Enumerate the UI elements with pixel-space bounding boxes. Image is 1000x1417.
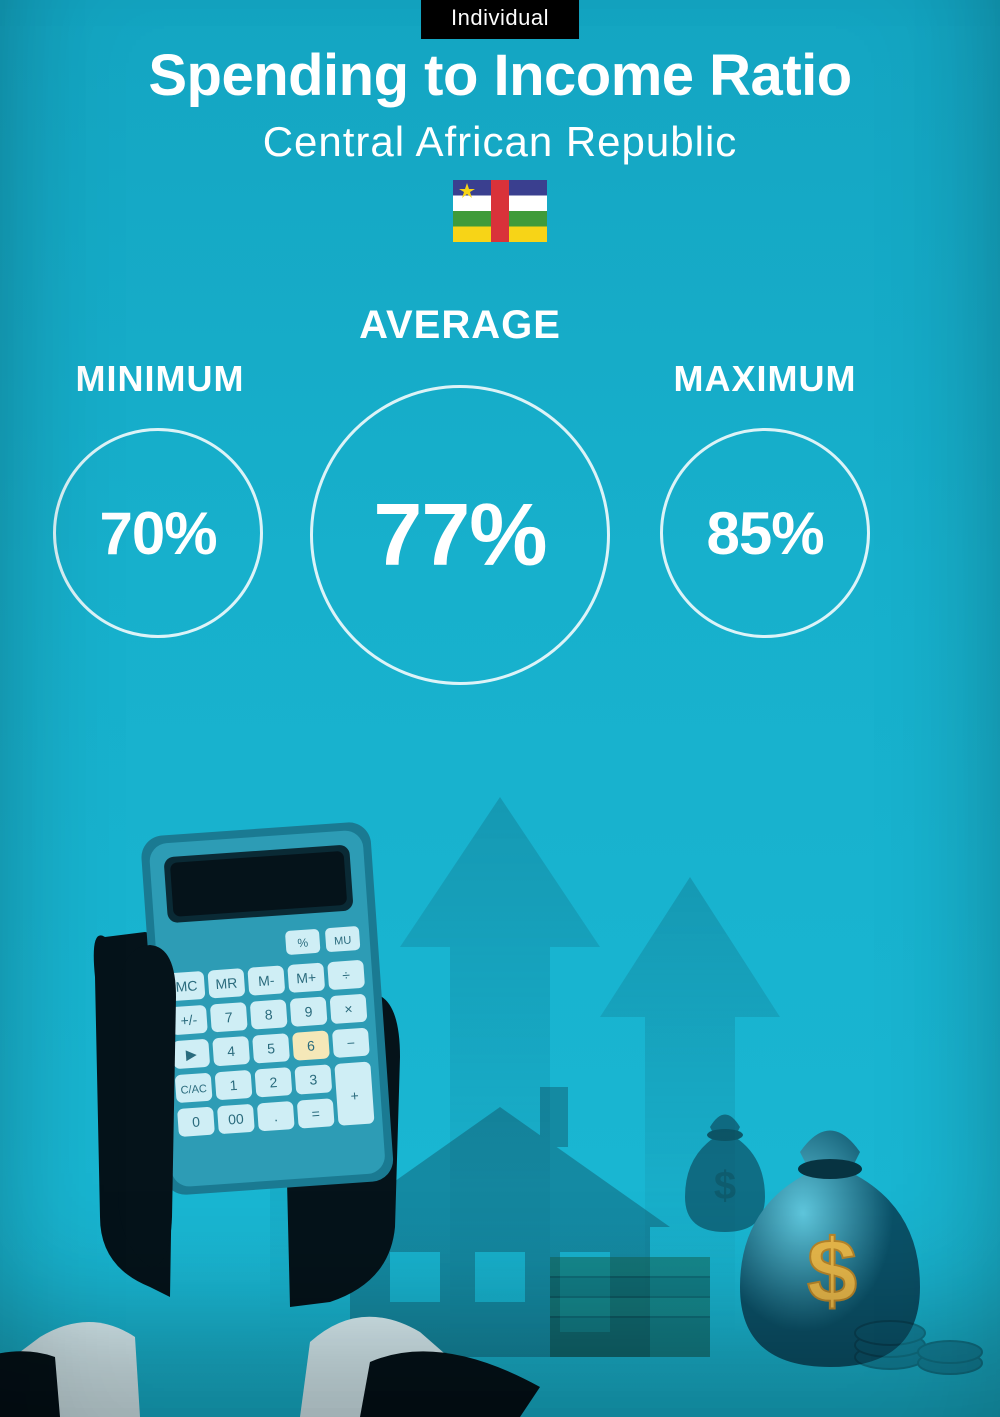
svg-text:4: 4 [227,1043,236,1060]
svg-text:5: 5 [267,1040,276,1057]
svg-text:▶: ▶ [185,1046,197,1063]
svg-text:=: = [311,1105,320,1122]
svg-text:8: 8 [264,1006,273,1023]
average-label: AVERAGE [310,303,610,348]
minimum-value: 70% [99,499,216,568]
svg-text:+: + [350,1087,359,1104]
svg-text:M+: M+ [296,969,317,986]
flag-icon [453,180,547,242]
minimum-circle: 70% [53,428,263,638]
svg-text:1: 1 [229,1077,238,1094]
svg-text:00: 00 [228,1110,245,1127]
svg-text:9: 9 [304,1003,313,1020]
svg-text:6: 6 [307,1037,316,1054]
category-badge: Individual [421,0,579,39]
svg-text:÷: ÷ [342,967,351,984]
coins-decoration [850,1277,990,1377]
average-circle: 77% [310,385,610,685]
hands-calculator-decoration: % MU MC MR M- M+ ÷ +/- 7 8 9 × ▶ 4 5 6 −… [0,777,560,1417]
maximum-value: 85% [706,499,823,568]
svg-text:−: − [346,1035,355,1052]
svg-text:0: 0 [192,1114,201,1131]
cash-decoration [540,1257,720,1367]
minimum-label: MINIMUM [55,358,265,400]
svg-text:7: 7 [224,1009,233,1026]
average-value: 77% [373,484,546,586]
svg-text:×: × [344,1001,353,1018]
svg-text:M-: M- [258,972,276,989]
maximum-circle: 85% [660,428,870,638]
svg-text:MU: MU [334,935,352,948]
svg-text:+/-: +/- [180,1011,198,1028]
page-title: Spending to Income Ratio [0,42,1000,109]
svg-text:%: % [297,936,309,951]
svg-text:MR: MR [215,975,238,992]
svg-text:C/AC: C/AC [180,1083,207,1097]
country-name: Central African Republic [0,118,1000,166]
maximum-label: MAXIMUM [660,358,870,400]
svg-text:MC: MC [175,977,198,994]
svg-text:2: 2 [269,1074,278,1091]
svg-text:3: 3 [309,1071,318,1088]
